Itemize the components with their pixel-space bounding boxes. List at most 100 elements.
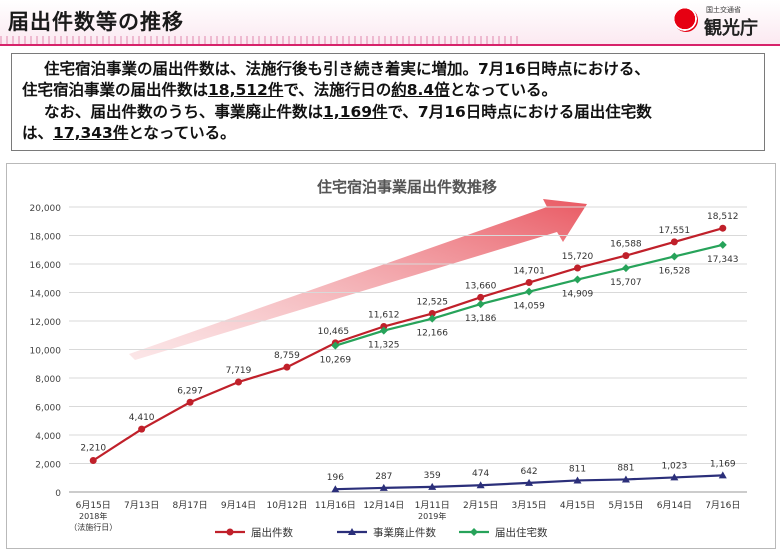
- data-point: [138, 425, 146, 433]
- data-point: [525, 287, 534, 296]
- data-point: [622, 252, 630, 260]
- data-label: 13,186: [465, 314, 497, 324]
- y-tick-label: 8,000: [35, 375, 61, 385]
- summary-line-3: なお、届出件数のうち、事業廃止件数は1,169件で、7月16日時点における届出住…: [44, 103, 652, 121]
- data-point: [379, 326, 388, 335]
- y-tick-label: 2,000: [35, 461, 61, 471]
- x-tick-label: 7月13日: [124, 500, 159, 511]
- data-point: [379, 483, 388, 491]
- x-tick-label: 2月15日: [463, 500, 498, 511]
- data-point: [719, 224, 727, 232]
- data-label: 14,059: [513, 302, 545, 312]
- y-tick-label: 4,000: [35, 432, 61, 442]
- data-label: 14,701: [513, 267, 545, 277]
- summary-line-1: 住宅宿泊事業の届出件数は、法施行後も引き続き着実に増加。7月16日時点における、: [44, 60, 650, 78]
- year-label: 2019年: [418, 511, 446, 521]
- chart-title: 住宅宿泊事業届出件数推移: [317, 178, 497, 196]
- data-label: 1,023: [661, 461, 687, 471]
- data-label: 16,528: [659, 266, 691, 276]
- series-2: 196 287 359 474 642 811 881 1,023 1,169: [327, 459, 736, 493]
- data-point: [331, 341, 340, 350]
- data-point: [477, 293, 485, 301]
- summary-line-2: 住宅宿泊事業の届出件数は18,512件で、法施行日の約8.4倍となっている。: [22, 81, 557, 99]
- data-point: [525, 279, 533, 287]
- data-label: 18,512: [707, 212, 739, 222]
- data-point: [186, 398, 194, 406]
- data-point: [283, 363, 291, 371]
- data-label: 12,525: [416, 298, 448, 308]
- data-label: 13,660: [465, 281, 497, 291]
- x-tick-label: 4月15日: [560, 500, 595, 511]
- data-point: [476, 300, 485, 309]
- header-stripe: [0, 36, 520, 44]
- data-label: 642: [520, 467, 537, 477]
- x-tick-label: 8月17日: [172, 500, 207, 511]
- y-tick-label: 20,000: [30, 204, 62, 214]
- summary-box: 住宅宿泊事業の届出件数は、法施行後も引き続き着実に増加。7月16日時点における、…: [11, 53, 765, 151]
- data-point: [428, 310, 436, 318]
- year-label: 2018年: [79, 511, 107, 521]
- data-label: 4,410: [129, 413, 155, 423]
- data-label: 359: [424, 471, 441, 481]
- data-point: [428, 482, 437, 490]
- x-tick-label: 11月16日: [315, 500, 356, 511]
- data-point: [380, 323, 388, 331]
- x-tick-label: 12月14日: [363, 500, 404, 511]
- data-point: [574, 264, 581, 272]
- data-label: 15,707: [610, 278, 642, 288]
- legend-label: 届出住宅数: [495, 526, 548, 539]
- data-point: [470, 528, 478, 536]
- data-point: [525, 478, 534, 486]
- page-title: 届出件数等の推移: [8, 10, 184, 34]
- data-point: [670, 238, 678, 246]
- data-label: 17,343: [707, 255, 739, 265]
- data-label: 12,166: [416, 329, 448, 339]
- y-tick-label: 12,000: [30, 318, 62, 328]
- series-3: 10,269 11,325 12,166 13,186 14,059 14,909 15,7…: [320, 240, 739, 366]
- data-point: [89, 457, 97, 465]
- data-label: 1,169: [710, 459, 736, 469]
- agency-name: 観光庁: [704, 18, 758, 39]
- x-tick-label: 7月16日: [705, 500, 740, 511]
- data-label: 8,759: [274, 351, 300, 361]
- data-point: [718, 240, 727, 249]
- data-label: 15,720: [562, 252, 594, 262]
- legend-label: 届出件数: [251, 526, 293, 539]
- data-point: [573, 275, 582, 284]
- data-label: 10,465: [318, 327, 350, 337]
- data-label: 196: [327, 473, 344, 483]
- data-label: 7,719: [226, 366, 252, 376]
- x-tick-label: 1月11日: [415, 500, 450, 511]
- y-tick-label: 18,000: [30, 233, 62, 243]
- data-label: 17,551: [659, 226, 691, 236]
- chart-panel: 住宅宿泊事業届出件数推移 0 2,000 4,000 6,000 8,000 10,000…: [6, 163, 776, 549]
- data-label: 14,909: [562, 290, 594, 300]
- series-line: [92, 227, 724, 462]
- summary-line-4: は、17,343件となっている。: [22, 124, 236, 142]
- data-label: 811: [569, 464, 586, 474]
- line-chart: 住宅宿泊事業届出件数推移 0 2,000 4,000 6,000 8,000 10,000…: [30, 178, 747, 539]
- x-tick-label: 6月14日: [657, 500, 692, 511]
- trend-arrow: [129, 199, 587, 360]
- legend-item: 届出住宅数: [459, 526, 548, 539]
- x-tick-label: 10月12日: [266, 500, 307, 511]
- law-enforcement-label: （法施行日）: [69, 522, 117, 532]
- data-point: [670, 473, 679, 481]
- data-point: [226, 528, 234, 536]
- data-point: [348, 528, 356, 535]
- data-label: 474: [472, 469, 489, 479]
- data-point: [718, 471, 727, 479]
- data-label: 11,612: [368, 311, 400, 321]
- x-tick-label: 9月14日: [221, 500, 256, 511]
- y-tick-label: 10,000: [30, 347, 62, 357]
- data-point: [476, 481, 485, 489]
- data-label: 11,325: [368, 341, 400, 351]
- legend-item: 届出件数: [215, 526, 293, 539]
- data-point: [573, 476, 582, 484]
- y-tick-label: 16,000: [30, 261, 62, 271]
- data-point: [235, 378, 242, 386]
- x-tick-label: 3月15日: [511, 500, 546, 511]
- x-tick-label: 6月15日: [76, 500, 111, 511]
- x-tick-label: 5月15日: [608, 500, 643, 511]
- y-tick-label: 14,000: [30, 290, 62, 300]
